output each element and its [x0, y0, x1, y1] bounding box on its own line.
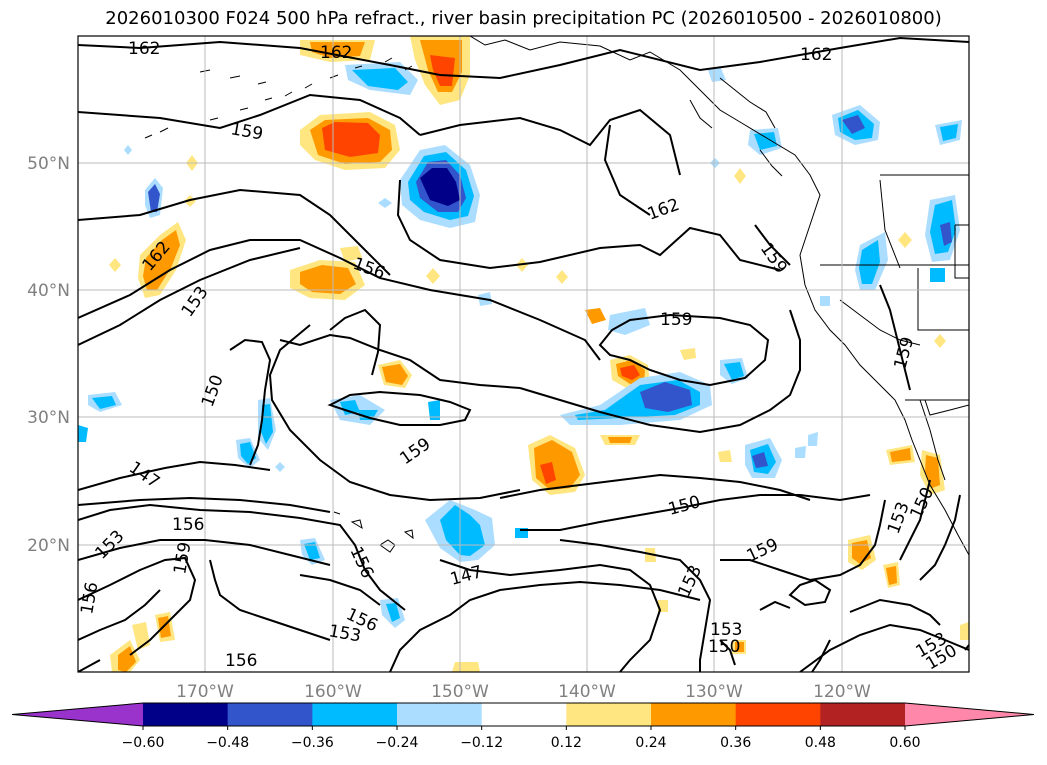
lat-label-20n: 20°N [27, 536, 70, 556]
lon-label-130w: 130°W [685, 682, 743, 702]
lon-label-120w: 120°W [813, 682, 871, 702]
colorbar-swatch [651, 703, 737, 726]
lat-label-50n: 50°N [27, 154, 70, 174]
colorbar-tick-label: 0.48 [805, 735, 836, 751]
map-title: 2026010300 F024 500 hPa refract., river … [105, 8, 942, 29]
colorbar-swatch [481, 703, 567, 726]
contour-label-156-d: 156 [225, 651, 257, 671]
colorbar-tick-label: −0.36 [291, 735, 334, 751]
colorbar-tick-label: −0.48 [206, 735, 249, 751]
colorbar-tick-label: 0.60 [889, 735, 920, 751]
contour-label-162-c: 162 [800, 45, 832, 65]
lon-label-170w: 170°W [176, 682, 234, 702]
lat-label-30n: 30°N [27, 408, 70, 428]
contour-label-150-c: 150 [708, 637, 740, 657]
refractivity-contours [78, 36, 969, 672]
colorbar-swatch [143, 703, 229, 726]
contour-label-153-e: 153 [710, 620, 742, 640]
longitude-labels: 170°W 160°W 150°W 140°W 130°W 120°W [176, 682, 871, 702]
lon-label-140w: 140°W [558, 682, 616, 702]
latitude-labels: 50°N 40°N 30°N 20°N [27, 154, 70, 556]
coastlines [144, 36, 969, 556]
lat-label-40n: 40°N [27, 281, 70, 301]
contour-label-162-f: 156 [172, 515, 204, 535]
graticule [78, 36, 969, 672]
colorbar-tick-label: 0.36 [720, 735, 751, 751]
contour-label-159-c: 159 [660, 310, 692, 330]
colorbar-swatch [227, 703, 313, 726]
colorbar-swatch [820, 703, 906, 726]
colorbar-extend-high [905, 703, 1034, 726]
colorbar-tick-label: −0.60 [122, 735, 165, 751]
map-frame [77, 35, 970, 673]
colorbar-extend-low [12, 703, 143, 726]
colorbar-tick-label: −0.24 [376, 735, 419, 751]
map-area [78, 36, 969, 672]
colorbar-swatch [566, 703, 652, 726]
colorbar-swatch [397, 703, 483, 726]
colorbar-tick-label: −0.12 [460, 735, 503, 751]
colorbar-tick-label: 0.24 [635, 735, 666, 751]
contour-label-162-b: 162 [320, 43, 352, 63]
colorbar: −0.60 −0.48 −0.36 −0.24 −0.12 0.12 0.24 0.36 0.4… [11, 702, 1035, 751]
contour-label-162-a: 162 [128, 39, 160, 59]
lon-label-160w: 160°W [304, 682, 362, 702]
colorbar-tick-label: 0.12 [551, 735, 582, 751]
colorbar-swatch [735, 703, 821, 726]
colorbar-swatch [312, 703, 398, 726]
lon-label-150w: 150°W [431, 682, 489, 702]
